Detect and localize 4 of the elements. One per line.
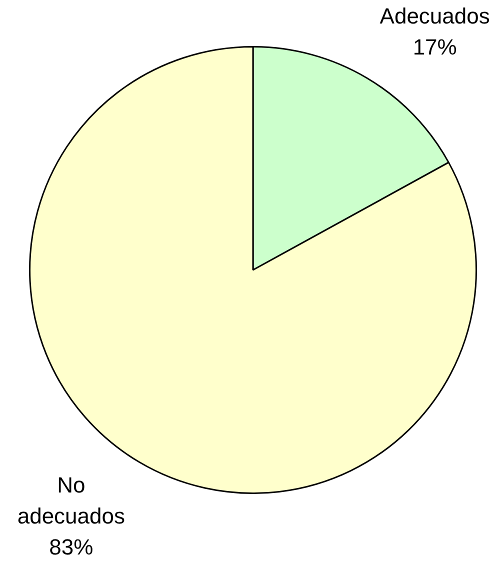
slice-label: No adecuados bbox=[17, 472, 125, 529]
data-label: 17% bbox=[412, 34, 457, 60]
slice-label: Adecuados bbox=[380, 4, 490, 29]
data-label: 83% bbox=[49, 534, 94, 560]
